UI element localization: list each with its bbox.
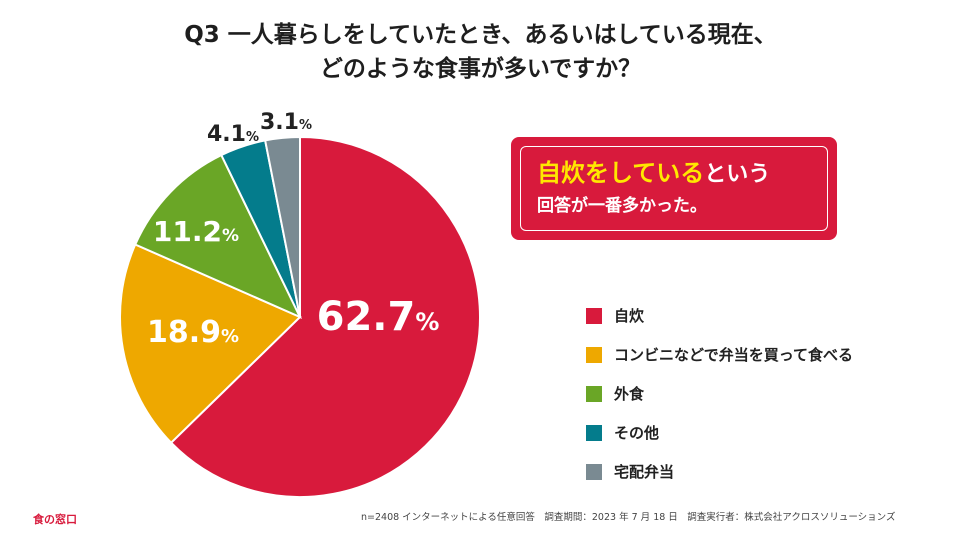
slice-value-label: 62.7% bbox=[317, 294, 440, 340]
callout-text: 自炊をしているという 回答が一番多かった。 bbox=[520, 146, 828, 231]
legend-swatch bbox=[586, 385, 602, 402]
legend-item: その他 bbox=[586, 413, 853, 452]
pie-slice bbox=[133, 153, 303, 320]
slice-value-label: 11.2% bbox=[153, 215, 239, 248]
slice-value-label: 3.1% bbox=[260, 110, 312, 135]
legend-item: 自炊 bbox=[586, 296, 853, 335]
legend-swatch bbox=[586, 307, 602, 324]
chart-title: Q3 一人暮らしをしていたとき、あるいはしている現在、 どのような食事が多いです… bbox=[0, 18, 961, 86]
legend-label: コンビニなどで弁当を買って食べる bbox=[614, 346, 853, 364]
slice-value-label: 18.9% bbox=[147, 315, 239, 350]
callout-line1: 自炊をしているという bbox=[537, 157, 827, 191]
callout-highlight: 自炊をしている bbox=[537, 159, 705, 187]
legend: 自炊 コンビニなどで弁当を買って食べる 外食 その他 宅配弁当 bbox=[586, 296, 853, 491]
survey-note: n=2408 インターネットによる任意回答 調査期間：2023 年 7 月 18… bbox=[361, 512, 896, 523]
legend-swatch bbox=[586, 424, 602, 441]
legend-label: 自炊 bbox=[614, 307, 645, 325]
chart-title-line1: Q3 一人暮らしをしていたとき、あるいはしている現在、 bbox=[184, 22, 777, 48]
slice-value-label: 4.1% bbox=[207, 122, 259, 147]
legend-item: 宅配弁当 bbox=[586, 452, 853, 491]
legend-label: 外食 bbox=[614, 385, 645, 403]
legend-swatch bbox=[586, 346, 602, 363]
legend-label: 宅配弁当 bbox=[614, 463, 675, 481]
pie-slice bbox=[119, 243, 302, 445]
pie-slice bbox=[169, 135, 481, 498]
legend-swatch bbox=[586, 463, 602, 480]
callout-line2: 回答が一番多かった。 bbox=[537, 196, 707, 216]
legend-label: その他 bbox=[614, 424, 660, 442]
brand-logo: 食の窓口 bbox=[33, 513, 77, 526]
legend-item: 外食 bbox=[586, 374, 853, 413]
legend-item: コンビニなどで弁当を買って食べる bbox=[586, 335, 853, 374]
pie-slice bbox=[263, 135, 301, 318]
callout-line1-rest: という bbox=[704, 162, 771, 187]
chart-title-line2: どのような食事が多いですか？ bbox=[319, 56, 642, 82]
